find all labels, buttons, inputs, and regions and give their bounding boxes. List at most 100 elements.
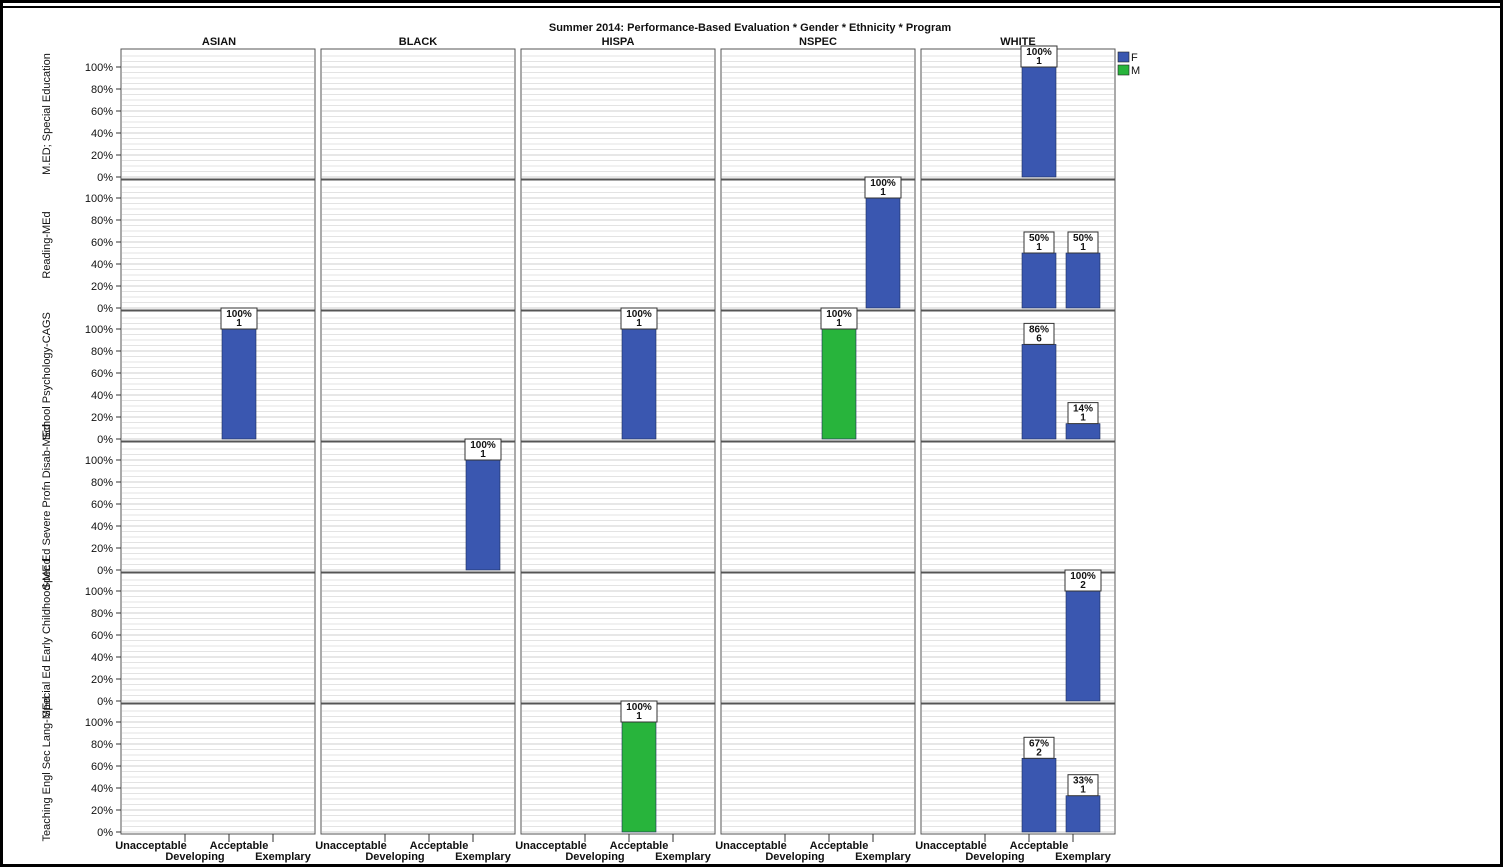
bar-10 xyxy=(1065,590,1101,702)
data-label-box xyxy=(864,176,902,199)
panel-r2-c3 xyxy=(720,310,916,442)
y-tick-label: 0% xyxy=(97,434,113,446)
data-label-count: 1 xyxy=(1036,56,1042,67)
panel-frame xyxy=(320,572,516,704)
panel-r5-c2 xyxy=(520,703,716,835)
bar-9 xyxy=(465,459,501,571)
x-tick-label: Developing xyxy=(565,851,624,863)
x-tick-label: Developing xyxy=(965,851,1024,863)
x-tick-label: Unacceptable xyxy=(315,840,387,852)
x-tick-label: Unacceptable xyxy=(715,840,787,852)
data-label-box xyxy=(464,438,502,461)
x-tick-label: Unacceptable xyxy=(515,840,587,852)
data-label-box xyxy=(620,700,658,723)
data-label-box xyxy=(1064,569,1102,592)
data-label-percent: 14% xyxy=(1073,404,1093,415)
y-tick-label: 60% xyxy=(91,106,113,118)
panel-frame xyxy=(320,703,516,835)
data-label-percent: 100% xyxy=(826,309,852,320)
row-label: Spec Ed Severe Profn Disab-MEd xyxy=(41,424,53,590)
panel-frame xyxy=(120,572,316,704)
panel-r4-c2 xyxy=(520,572,716,704)
y-tick-label: 20% xyxy=(91,412,113,424)
data-label-count: 2 xyxy=(1036,747,1042,758)
panel-frame xyxy=(720,48,916,180)
y-tick-label: 40% xyxy=(91,783,113,795)
y-tick-label: 100% xyxy=(85,324,113,336)
y-tick-label: 60% xyxy=(91,368,113,380)
legend-swatch-m xyxy=(1117,64,1130,76)
data-label-percent: 86% xyxy=(1029,324,1049,335)
panel-r0-c2 xyxy=(520,48,716,180)
panel-r2-c1 xyxy=(320,310,516,442)
y-tick-label: 100% xyxy=(85,193,113,205)
data-label-box xyxy=(620,307,658,330)
bar-13 xyxy=(1065,795,1101,833)
panel-r3-c3 xyxy=(720,441,916,573)
x-tick-label: Acceptable xyxy=(410,840,469,852)
panel-frame xyxy=(720,441,916,573)
y-tick-label: 40% xyxy=(91,259,113,271)
data-label-count: 1 xyxy=(1080,242,1086,253)
panel-r2-c0 xyxy=(120,310,316,442)
bar-11 xyxy=(621,721,657,833)
panel-frame xyxy=(520,703,716,835)
panel-r1-c2 xyxy=(520,179,716,311)
panel-r3-c4 xyxy=(920,441,1116,573)
data-label-percent: 100% xyxy=(1026,47,1052,58)
y-tick-label: 20% xyxy=(91,150,113,162)
data-label-box xyxy=(1023,231,1055,254)
y-tick-label: 100% xyxy=(85,455,113,467)
panel-frame xyxy=(920,441,1116,573)
y-tick-label: 60% xyxy=(91,630,113,642)
data-label-box xyxy=(1067,402,1099,425)
top-border-line xyxy=(0,6,1503,8)
bar-3 xyxy=(1065,252,1101,309)
panel-frame xyxy=(320,310,516,442)
panel-frame xyxy=(520,48,716,180)
y-tick-label: 0% xyxy=(97,827,113,839)
column-header-black: BLACK xyxy=(399,36,438,48)
panel-frame xyxy=(120,441,316,573)
panel-r5-c1 xyxy=(320,703,516,835)
data-label-count: 1 xyxy=(836,318,842,329)
x-tick-label: Unacceptable xyxy=(915,840,987,852)
y-tick-label: 80% xyxy=(91,346,113,358)
panel-frame xyxy=(520,441,716,573)
column-header-hispa: HISPA xyxy=(602,36,635,48)
y-tick-label: 20% xyxy=(91,674,113,686)
legend-swatch-f xyxy=(1117,51,1130,63)
row-label: M.ED; Special Education xyxy=(41,53,53,175)
data-label-percent: 50% xyxy=(1073,233,1093,244)
y-tick-label: 80% xyxy=(91,739,113,751)
panel-frame xyxy=(520,179,716,311)
x-tick-label: Acceptable xyxy=(610,840,669,852)
y-tick-label: 100% xyxy=(85,586,113,598)
y-tick-label: 0% xyxy=(97,696,113,708)
data-label-box xyxy=(1023,322,1055,345)
y-tick-label: 40% xyxy=(91,652,113,664)
y-tick-label: 20% xyxy=(91,543,113,555)
row-label: School Psychology-CAGS xyxy=(41,312,53,440)
bar-4 xyxy=(221,328,257,440)
panel-frame xyxy=(520,310,716,442)
panel-r2-c4 xyxy=(920,310,1116,442)
x-tick-label: Acceptable xyxy=(1010,840,1069,852)
panel-r5-c3 xyxy=(720,703,916,835)
column-header-nspec: NSPEC xyxy=(799,36,837,48)
data-label-count: 1 xyxy=(1080,785,1086,796)
x-tick-label: Exemplary xyxy=(255,851,312,863)
data-label-count: 1 xyxy=(880,187,886,198)
panel-r0-c0 xyxy=(120,48,316,180)
x-tick-label: Exemplary xyxy=(1055,851,1112,863)
bar-5 xyxy=(621,328,657,440)
x-tick-label: Acceptable xyxy=(810,840,869,852)
panel-r1-c0 xyxy=(120,179,316,311)
panel-frame xyxy=(120,703,316,835)
y-tick-label: 60% xyxy=(91,761,113,773)
panel-frame xyxy=(720,310,916,442)
data-label-box xyxy=(1067,231,1099,254)
y-tick-label: 80% xyxy=(91,477,113,489)
legend-label-m: M xyxy=(1131,65,1140,77)
